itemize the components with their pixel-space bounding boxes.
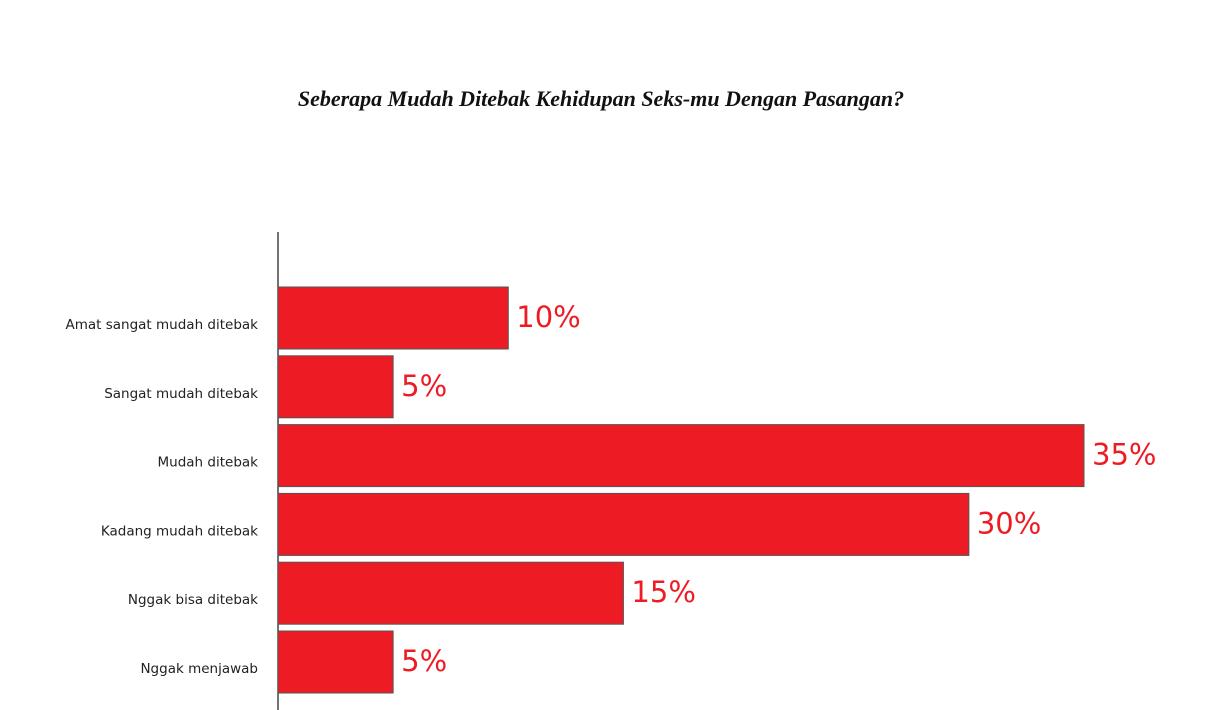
y-tick-label: Nggak bisa ditebak — [128, 592, 258, 608]
bar — [277, 355, 394, 419]
value-label: 15% — [631, 575, 695, 609]
bar — [277, 492, 970, 556]
y-tick-label: Sangat mudah ditebak — [104, 386, 258, 402]
bar — [277, 286, 509, 350]
value-label: 10% — [516, 300, 580, 334]
y-tick-label: Nggak menjawab — [140, 661, 258, 677]
y-tick-label: Mudah ditebak — [158, 455, 259, 471]
value-label: 5% — [401, 644, 447, 678]
y-tick-label: Kadang mudah ditebak — [101, 523, 258, 539]
value-label: 35% — [1092, 438, 1156, 472]
bar — [277, 424, 1085, 488]
y-tick-label: Amat sangat mudah ditebak — [65, 317, 258, 333]
value-label: 5% — [401, 369, 447, 403]
chart-title: Seberapa Mudah Ditebak Kehidupan Seks-mu… — [298, 86, 904, 111]
bar — [277, 561, 624, 625]
value-label: 30% — [977, 506, 1041, 540]
bar — [277, 630, 394, 694]
